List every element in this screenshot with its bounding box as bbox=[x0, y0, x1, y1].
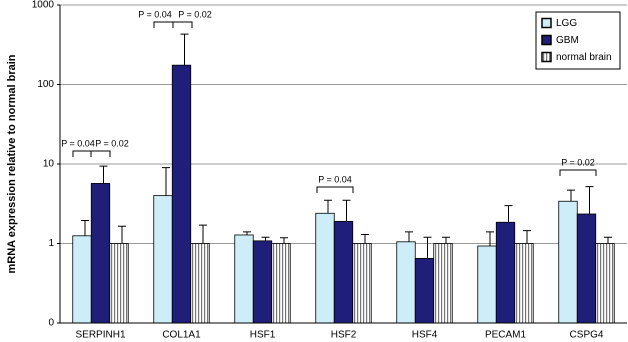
error-bar bbox=[99, 165, 108, 184]
legend-swatch bbox=[541, 34, 552, 46]
error-bar bbox=[180, 33, 189, 66]
error-bar bbox=[324, 199, 332, 214]
error-bar bbox=[442, 236, 450, 244]
bar bbox=[352, 243, 372, 324]
error-bar bbox=[604, 236, 612, 244]
bar bbox=[153, 195, 173, 324]
bar bbox=[433, 243, 453, 324]
annotation: P = 0.02 bbox=[561, 157, 595, 167]
bar bbox=[234, 234, 254, 324]
x-tick-label: SERPINH1 bbox=[75, 330, 125, 341]
error-bar bbox=[199, 224, 207, 244]
error-bar bbox=[361, 233, 369, 244]
y-axis-label: mRNA expression relative to normal brain bbox=[6, 54, 18, 273]
bracket bbox=[90, 150, 111, 157]
bar bbox=[558, 200, 578, 324]
y-tick-label: 1 bbox=[48, 238, 54, 249]
bar bbox=[90, 183, 111, 324]
x-tick-label: CSPG4 bbox=[570, 330, 604, 341]
bar bbox=[477, 245, 497, 324]
y-tick-label: 100 bbox=[37, 79, 54, 90]
annotation: P = 0.04 bbox=[61, 138, 95, 148]
error-bar bbox=[523, 230, 531, 244]
x-tick-label: PECAM1 bbox=[485, 330, 527, 341]
bar bbox=[576, 213, 597, 324]
y-tick-label: 0 bbox=[48, 318, 54, 329]
error-bar bbox=[261, 236, 270, 241]
legend-label: normal brain bbox=[556, 52, 612, 63]
bracket bbox=[172, 21, 193, 28]
y-tick-label: 10 bbox=[43, 159, 55, 170]
bar bbox=[414, 257, 435, 324]
annotation: P = 0.02 bbox=[95, 138, 129, 148]
error-bar bbox=[585, 186, 594, 214]
error-bar bbox=[405, 231, 413, 242]
error-bar bbox=[504, 205, 513, 223]
error-bar bbox=[486, 231, 494, 247]
x-tick-label: COL1A1 bbox=[162, 330, 201, 341]
bar bbox=[271, 243, 291, 324]
annotation: P = 0.02 bbox=[178, 9, 212, 19]
error-bar bbox=[118, 225, 126, 244]
bar bbox=[190, 243, 210, 324]
legend-label: LGG bbox=[556, 18, 577, 29]
annotation: P = 0.04 bbox=[318, 174, 352, 184]
bracket bbox=[153, 21, 174, 28]
error-bar bbox=[567, 189, 575, 202]
bar bbox=[595, 243, 615, 324]
legend-swatch bbox=[541, 17, 552, 29]
bar bbox=[171, 64, 192, 324]
error-bar bbox=[280, 237, 288, 244]
bar bbox=[72, 235, 92, 324]
legend-swatch bbox=[541, 51, 552, 63]
bracket bbox=[72, 150, 92, 157]
bracket bbox=[559, 169, 597, 176]
bar bbox=[109, 243, 129, 324]
bracket bbox=[316, 186, 354, 193]
bar bbox=[514, 243, 534, 324]
error-bar bbox=[162, 167, 170, 196]
bar bbox=[315, 212, 335, 324]
legend-label: GBM bbox=[556, 35, 579, 46]
error-bar bbox=[81, 219, 89, 236]
y-tick-label: 1000 bbox=[32, 0, 55, 11]
error-bar bbox=[423, 236, 432, 259]
bar bbox=[333, 220, 354, 324]
error-bar bbox=[243, 231, 251, 235]
bar bbox=[252, 240, 273, 324]
x-tick-label: HSF2 bbox=[331, 330, 357, 341]
error-bar bbox=[342, 199, 351, 222]
x-tick-label: HSF1 bbox=[250, 330, 276, 341]
bar bbox=[495, 221, 516, 324]
bar bbox=[396, 241, 416, 324]
x-tick-label: HSF4 bbox=[412, 330, 438, 341]
annotation: P = 0.04 bbox=[138, 9, 172, 19]
